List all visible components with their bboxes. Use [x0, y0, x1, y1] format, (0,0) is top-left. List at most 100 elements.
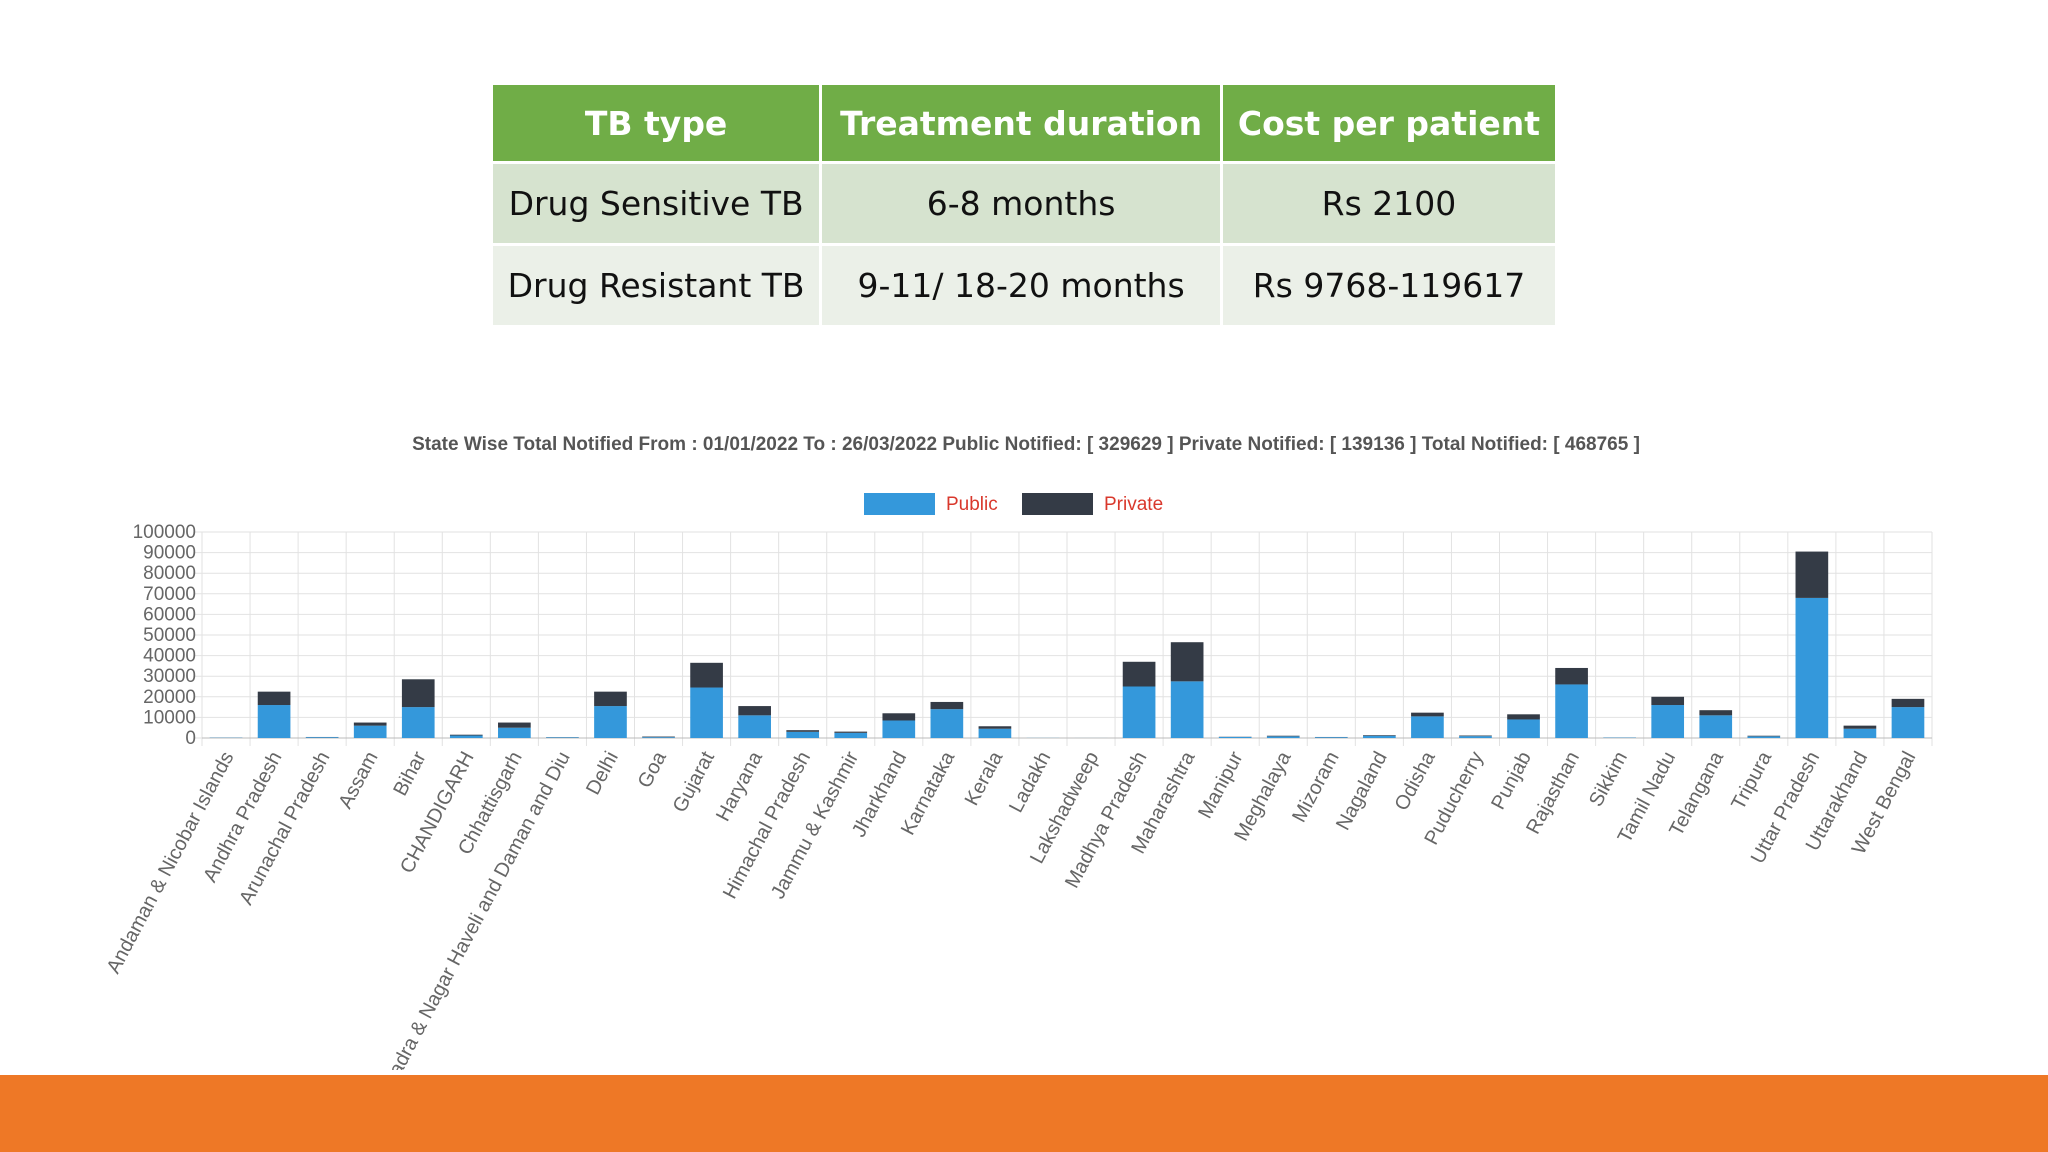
bar-public [834, 732, 868, 738]
bar-public [1122, 686, 1156, 738]
bar-private [1363, 735, 1396, 736]
bar-private [1891, 698, 1925, 708]
x-tick-label: Goa [634, 747, 672, 791]
bar-private [1507, 714, 1540, 720]
bar-public [498, 727, 531, 738]
x-tick-label: Mizoram [1288, 748, 1343, 826]
bar-public [1411, 716, 1444, 738]
x-tick-label: Manipur [1194, 748, 1248, 822]
bar-public [353, 725, 387, 738]
bar-private [834, 731, 868, 733]
y-tick-label: 20000 [143, 687, 196, 708]
bar-public [305, 737, 339, 738]
y-tick-label: 0 [185, 728, 196, 749]
bar-public [1891, 707, 1925, 738]
x-tick-label: Kerala [961, 747, 1008, 809]
bar-private [257, 691, 291, 706]
bar-private [930, 701, 964, 710]
bar-public [930, 709, 964, 738]
table-row: Drug Sensitive TB 6-8 months Rs 2100 [493, 164, 1555, 243]
chart-grid [194, 531, 1933, 746]
bar-private [1795, 551, 1829, 598]
y-tick-label: 80000 [143, 563, 196, 584]
table-cell: Rs 2100 [1222, 164, 1555, 243]
y-tick-label: 50000 [143, 625, 196, 646]
table-cell: Drug Sensitive TB [493, 164, 820, 243]
table-cell: 9-11/ 18-20 months [822, 246, 1220, 325]
bar-public [1843, 728, 1877, 738]
legend-label-public[interactable]: Public [946, 494, 998, 515]
bar-private [1555, 667, 1588, 685]
bar-public [1363, 735, 1396, 738]
bar-private [353, 722, 387, 726]
legend-swatch-public[interactable] [864, 493, 935, 515]
bar-public [1266, 736, 1300, 738]
bar-private [1843, 725, 1877, 729]
bar-public [738, 715, 771, 738]
bar-private [1122, 661, 1156, 687]
chart-legend[interactable]: Public Private [864, 493, 1163, 515]
bar-private [1699, 710, 1733, 716]
bar-private [978, 726, 1012, 729]
x-tick-label: Gujarat [669, 748, 719, 817]
bar-private [690, 662, 723, 688]
legend-label-private[interactable]: Private [1104, 494, 1163, 515]
bar-public [786, 731, 820, 738]
bar-public [1699, 715, 1733, 738]
x-tick-label: Bihar [389, 748, 431, 800]
bar-private [1266, 735, 1300, 737]
bar-public [690, 687, 723, 738]
y-tick-label: 60000 [143, 604, 196, 625]
x-tick-label: Odisha [1391, 747, 1441, 814]
table-row: Drug Resistant TB 9-11/ 18-20 months Rs … [493, 246, 1555, 325]
bar-private [449, 734, 483, 736]
bar-private [594, 691, 627, 707]
bar-private [498, 722, 531, 728]
y-tick-label: 40000 [143, 646, 196, 667]
bar-private [738, 706, 771, 716]
y-tick-label: 90000 [143, 543, 196, 564]
bar-private [1747, 735, 1781, 737]
table-cell: Drug Resistant TB [493, 246, 820, 325]
bar-public [1170, 681, 1204, 738]
bar-public [594, 706, 627, 738]
legend-swatch-private[interactable] [1022, 493, 1093, 515]
y-tick-label: 70000 [143, 584, 196, 605]
bar-private [882, 713, 916, 721]
x-tick-label: Arunachal Pradesh [235, 748, 334, 909]
x-tick-label: Punjab [1487, 748, 1536, 813]
bar-public [1459, 736, 1492, 738]
y-tick-label: 100000 [133, 522, 196, 543]
bar-public [1651, 705, 1685, 738]
bar-public [642, 737, 675, 738]
bar-private [1651, 696, 1685, 706]
bar-private [1170, 642, 1204, 682]
bar-public [1507, 719, 1540, 738]
bar-public [257, 705, 291, 738]
state-wise-notification-chart: State Wise Total Notified From : 01/01/2… [103, 434, 1933, 1070]
y-tick-label: 30000 [143, 666, 196, 687]
bar-public [1795, 597, 1829, 738]
tb-cost-table: TB type Treatment duration Cost per pati… [490, 82, 1558, 328]
chart-title: State Wise Total Notified From : 01/01/2… [412, 434, 1640, 455]
bar-private [401, 679, 435, 708]
y-axis: 0100002000030000400005000060000700008000… [133, 522, 196, 749]
x-tick-label: Tripura [1727, 747, 1776, 813]
bar-public [546, 737, 579, 738]
bar-private [1459, 735, 1492, 737]
x-tick-label: Delhi [582, 748, 623, 799]
bar-private [1411, 712, 1444, 717]
table-header-row: TB type Treatment duration Cost per pati… [493, 85, 1555, 161]
bar-public [978, 728, 1012, 738]
bar-private [786, 730, 820, 732]
bar-public [1218, 736, 1252, 738]
x-tick-label: Assam [334, 748, 382, 812]
x-tick-label: Jammu & Kashmir [767, 748, 863, 903]
table-cell: Rs 9768-119617 [1222, 246, 1555, 325]
x-tick-label: Himachal Pradesh [719, 748, 815, 903]
header-tb-type: TB type [493, 85, 820, 161]
bar-public [1555, 684, 1588, 738]
chart-bars [209, 551, 1925, 738]
bar-public [401, 707, 435, 738]
x-tick-label: Haryana [712, 747, 767, 825]
